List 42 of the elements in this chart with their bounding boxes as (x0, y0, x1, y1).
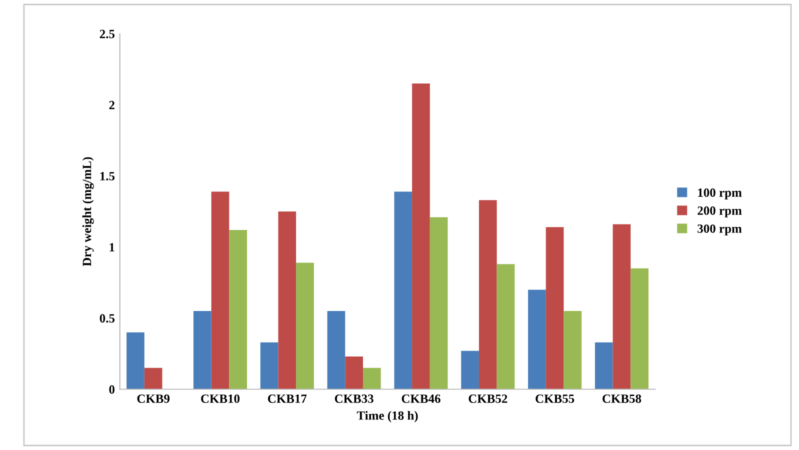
bar (461, 350, 479, 390)
legend-label: 300 rpm (698, 224, 742, 236)
bar (630, 268, 648, 390)
bar (193, 311, 212, 390)
x-tick-label: CKB17 (268, 394, 307, 403)
y-tick-label: 2.5 (100, 30, 115, 38)
x-tick-label: CKB46 (402, 394, 440, 403)
bar (278, 212, 296, 390)
bar (229, 230, 247, 390)
bar (296, 262, 314, 390)
legend-label: 100 rpm (698, 188, 742, 200)
bar (362, 368, 381, 390)
bar (546, 227, 564, 390)
bar (211, 192, 230, 390)
bar (144, 368, 162, 390)
y-tick-label: 1 (110, 243, 114, 252)
bar (327, 311, 346, 390)
y-tick-label: 2 (109, 100, 114, 110)
bar (126, 332, 144, 390)
y-tick-label: 0.5 (100, 314, 115, 323)
x-tick-label: CKB9 (137, 394, 170, 403)
legend-label: 200 rpm (698, 206, 742, 218)
bar (478, 200, 497, 390)
x-tick-label: CKB10 (201, 394, 240, 403)
x-tick-label: CKB58 (602, 394, 642, 403)
bar (394, 192, 412, 390)
y-tick-label: 1.5 (100, 172, 115, 180)
x-tick-label: CKB52 (468, 394, 508, 403)
bar (496, 264, 515, 390)
bar (260, 342, 278, 390)
bar (430, 217, 448, 390)
bar (564, 311, 582, 390)
bar (528, 290, 546, 390)
y-axis-title: Dry weight (mg/mL) (82, 157, 94, 266)
x-tick-label: CKB33 (334, 394, 374, 403)
bar (345, 356, 363, 390)
bar (612, 224, 631, 390)
y-tick-label: 0 (109, 385, 115, 394)
bar (594, 342, 613, 390)
x-tick-label: CKB55 (536, 394, 574, 403)
x-axis-title: Time (18 h) (356, 411, 418, 422)
bar (412, 84, 430, 390)
